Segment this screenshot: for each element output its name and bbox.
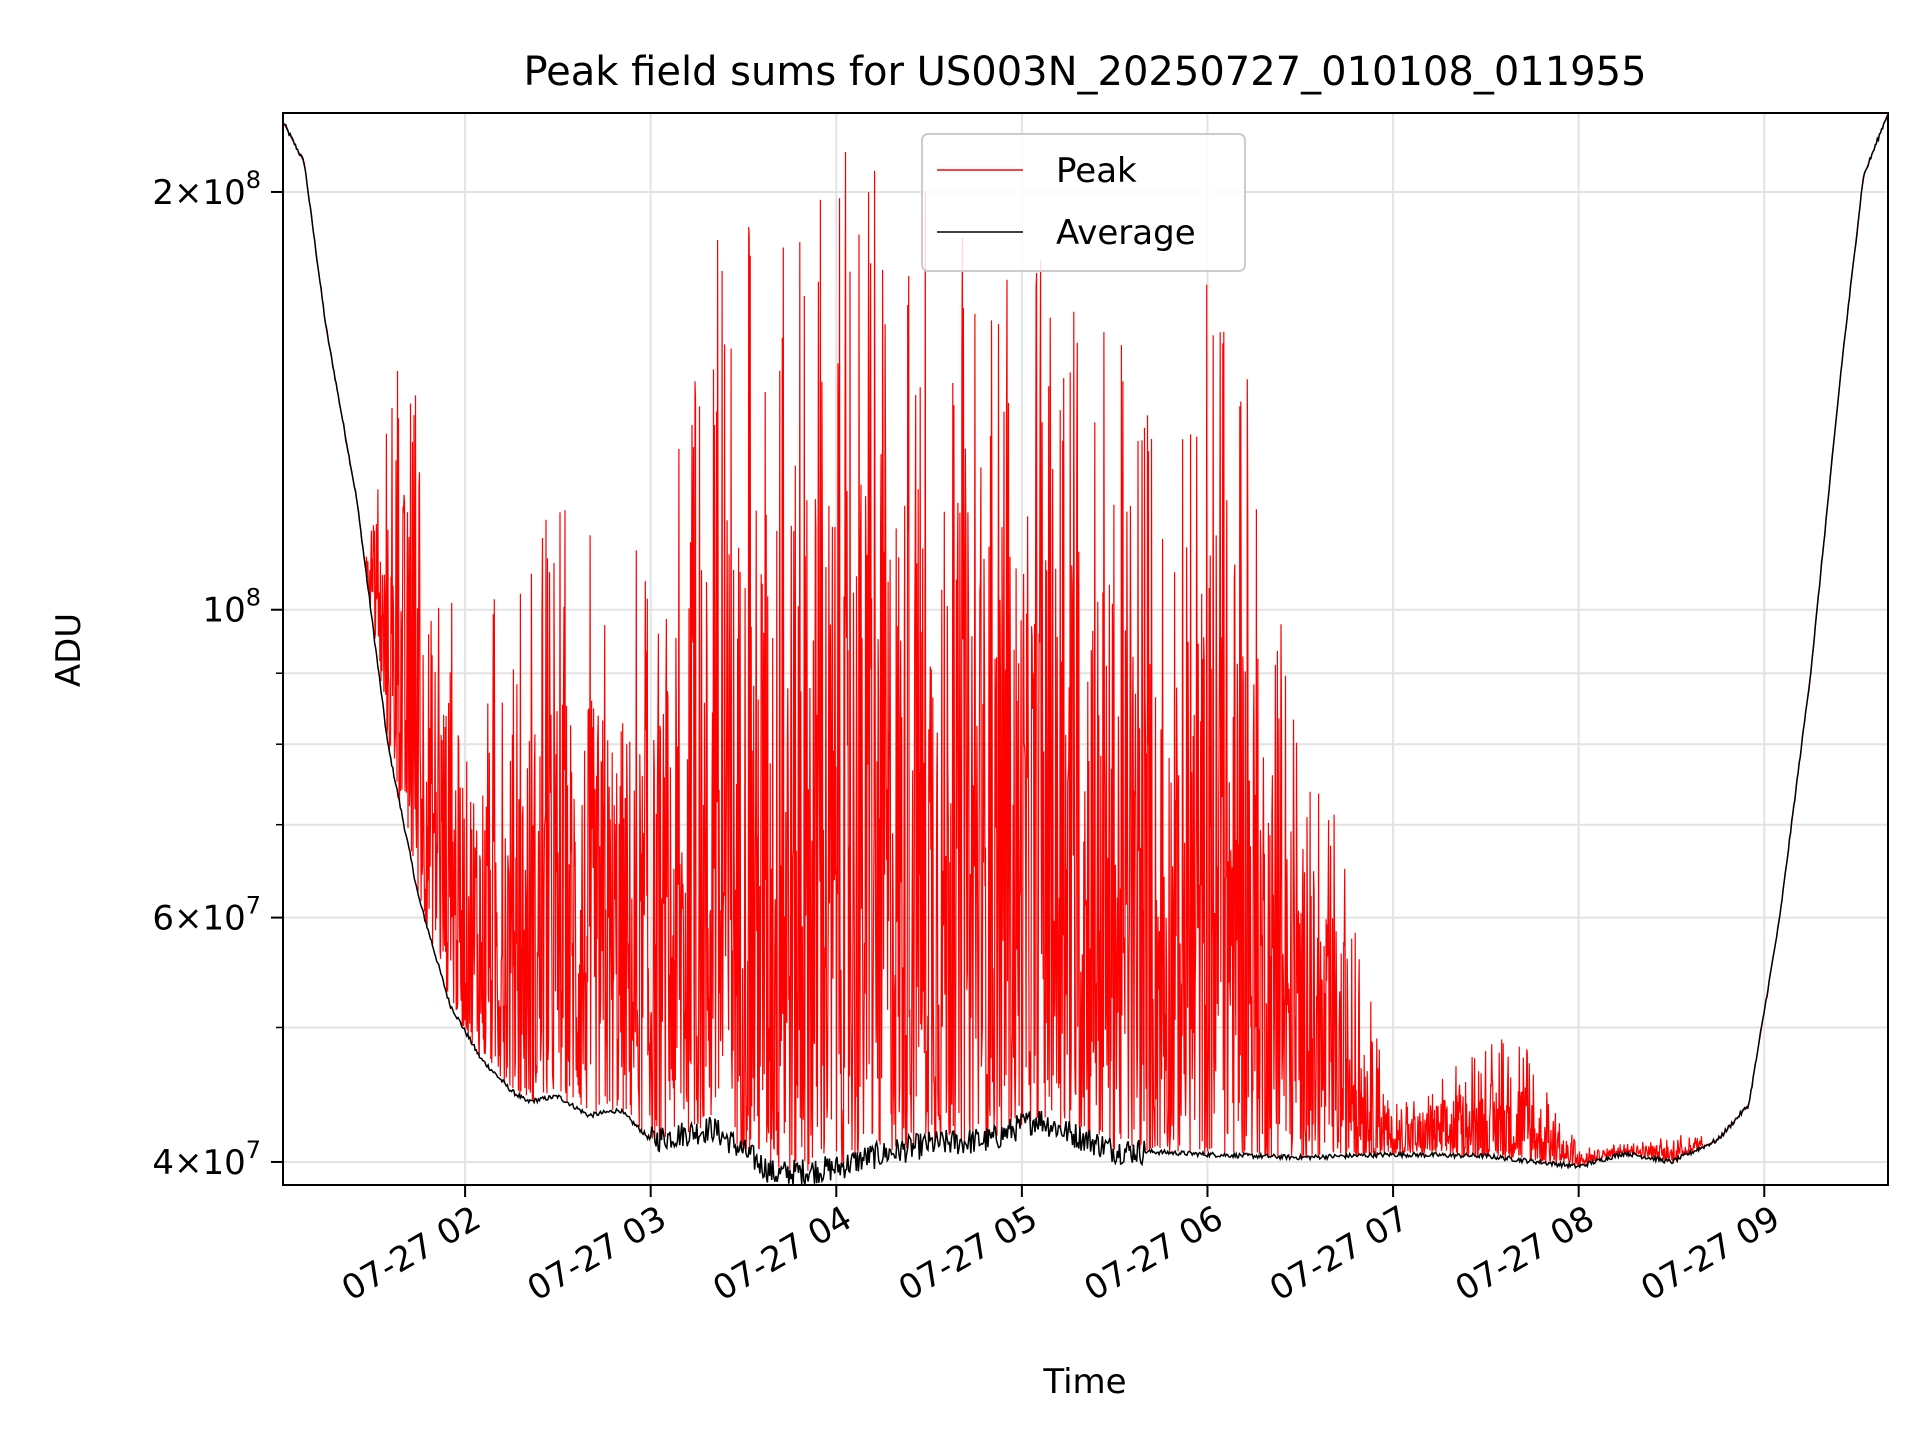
y-axis: 4×107 6×107 108 2×108 xyxy=(152,166,283,1183)
y-tick-label: 4×107 xyxy=(152,1136,261,1183)
y-tick-label: 2×108 xyxy=(152,166,261,213)
series-peak-line xyxy=(283,113,1888,1171)
legend: Peak Average xyxy=(921,133,1246,272)
chart-title: Peak field sums for US003N_20250727_0101… xyxy=(523,49,1646,95)
legend-box xyxy=(921,133,1246,272)
series-average-line xyxy=(283,114,1888,1185)
legend-label-peak: Peak xyxy=(1056,151,1137,191)
plot-frame xyxy=(282,112,1889,1186)
y-tick-label: 108 xyxy=(202,584,261,631)
y-axis-label: ADU xyxy=(49,613,89,687)
x-axis-label: Time xyxy=(1042,1362,1126,1402)
series-layer xyxy=(283,113,1888,1185)
legend-label-average: Average xyxy=(1056,213,1196,253)
y-tick-label: 6×107 xyxy=(152,892,261,939)
